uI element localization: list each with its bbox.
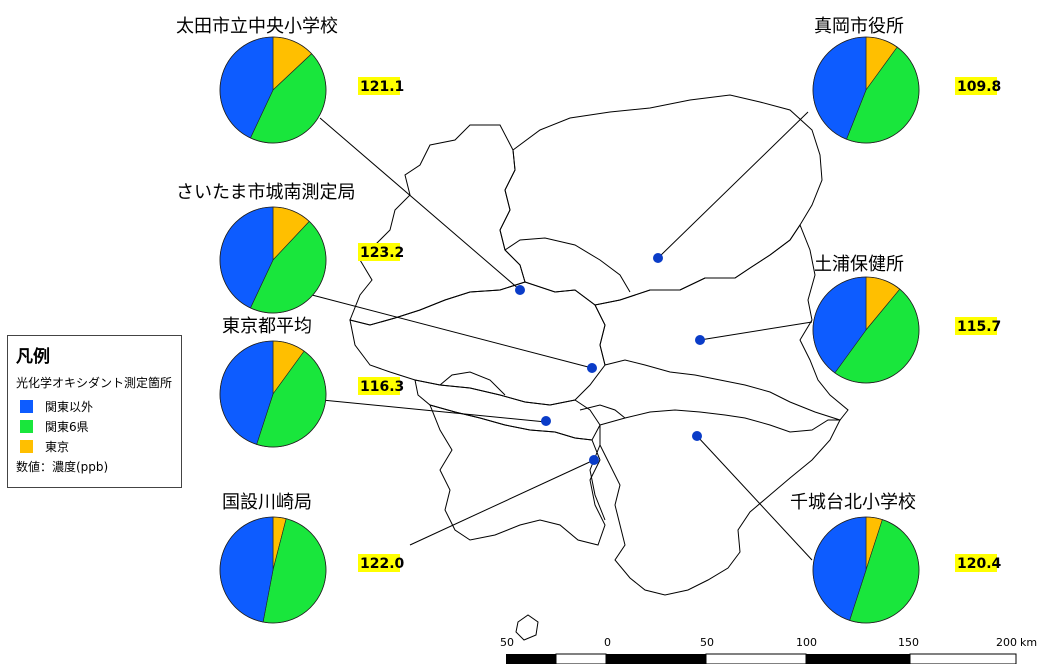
- station-dot-saitama: [587, 363, 597, 373]
- station-dot-moka: [653, 253, 663, 263]
- value-kawasaki: 122.0: [360, 556, 405, 572]
- value-bg-kawasaki: [358, 554, 400, 572]
- scale-label-1: 0: [604, 636, 611, 649]
- title-tokyo: 東京都平均: [222, 316, 312, 337]
- pie-outline-saitama: [219, 206, 327, 314]
- value-bg-ota: [358, 77, 400, 95]
- legend-item-six: 関東6県: [16, 416, 173, 436]
- legend-swatch-outside: [20, 399, 33, 413]
- pie-outline-kawasaki: [219, 516, 327, 624]
- leader-tsuchiura: [699, 321, 813, 341]
- boundary-inner-2: [579, 404, 626, 419]
- leader-lines: [311, 111, 813, 561]
- value-bg-moka: [955, 77, 997, 95]
- station-dot-chishirodai: [692, 431, 702, 441]
- scale-seg-1: [506, 654, 556, 664]
- legend-swatch-six: [20, 419, 33, 433]
- legend-subtitle: 光化学オキシダント測定箇所: [16, 376, 173, 390]
- legend-swatch-tokyo: [20, 439, 33, 453]
- island-oshima: [515, 614, 539, 641]
- pie-outline-ota: [219, 36, 327, 144]
- scale-seg-4: [705, 653, 807, 664]
- pie-outline-chishirodai: [812, 516, 920, 624]
- value-saitama: 123.2: [360, 245, 404, 261]
- station-dot-tsuchiura: [695, 335, 705, 345]
- boundary-kanagawa: [429, 404, 606, 546]
- boundary-ibaraki: [594, 223, 849, 421]
- scale-label-3: 100: [796, 636, 817, 649]
- title-tsuchiura: 土浦保健所: [814, 254, 904, 275]
- value-tsuchiura: 115.7: [957, 319, 1001, 335]
- legend: 凡例 光化学オキシダント測定箇所 関東以外 関東6県 東京 数値：濃度(ppb): [7, 335, 182, 488]
- scale-seg-5: [806, 654, 910, 664]
- value-bg-tsuchiura: [955, 317, 997, 335]
- scale-seg-3: [606, 654, 706, 664]
- leader-tokyo: [321, 399, 547, 423]
- value-moka: 109.8: [957, 79, 1001, 95]
- title-moka: 真岡市役所: [814, 16, 904, 37]
- value-labels: 121.1 123.2 116.3 122.0 109.8 115.7 120.…: [358, 77, 1002, 572]
- legend-title: 凡例: [16, 347, 50, 367]
- boundary-chiba: [599, 409, 841, 596]
- scale-label-2: 50: [700, 636, 714, 649]
- scale-unit: km: [1020, 636, 1037, 649]
- station-dot-tokyo: [541, 416, 551, 426]
- legend-label-tokyo: 東京: [45, 439, 70, 454]
- value-ota: 121.1: [360, 79, 404, 95]
- scale-bar: 50 0 50 100 150 200 km: [500, 636, 1037, 664]
- legend-note: 数値：濃度(ppb): [16, 460, 109, 474]
- boundary-gunma-west: [349, 124, 526, 326]
- pie-charts: [219, 36, 920, 624]
- scale-seg-2: [555, 653, 607, 664]
- boundary-inner-3: [504, 237, 631, 293]
- legend-label-outside: 関東以外: [45, 399, 94, 414]
- scale-label-5: 200: [996, 636, 1017, 649]
- legend-item-outside: 関東以外: [16, 396, 173, 416]
- title-chishirodai: 千城台北小学校: [790, 492, 916, 513]
- legend-label-six: 関東6県: [45, 419, 89, 434]
- station-dot-ota: [515, 285, 525, 295]
- station-titles: 太田市立中央小学校 さいたま市城南測定局 東京都平均 国設川崎局 真岡市役所 土…: [176, 16, 916, 513]
- leader-kawasaki: [409, 459, 595, 546]
- pie-outline-tsuchiura: [812, 276, 920, 384]
- leader-chishirodai: [696, 435, 813, 561]
- station-dots: [515, 253, 705, 465]
- pie-outline-tokyo: [219, 340, 327, 448]
- leader-ota: [319, 117, 521, 291]
- value-bg-tokyo: [358, 377, 400, 395]
- title-saitama: さいたま市城南測定局: [176, 182, 355, 203]
- legend-item-tokyo: 東京: [16, 436, 173, 456]
- value-bg-chishirodai: [955, 554, 997, 572]
- value-chishirodai: 120.4: [957, 556, 1002, 572]
- scale-label-0: 50: [500, 636, 514, 649]
- value-bg-saitama: [358, 243, 400, 261]
- scale-seg-6: [909, 653, 1017, 664]
- boundary-tokyo: [414, 379, 601, 441]
- map-outline: [349, 94, 849, 641]
- boundary-inner-1: [439, 371, 506, 396]
- scale-label-4: 150: [898, 636, 919, 649]
- title-ota: 太田市立中央小学校: [176, 16, 338, 37]
- leader-saitama: [311, 294, 593, 369]
- title-kawasaki: 国設川崎局: [222, 492, 312, 513]
- value-tokyo: 116.3: [360, 379, 404, 395]
- leader-moka: [657, 111, 809, 259]
- station-dot-kawasaki: [589, 455, 599, 465]
- pie-outline-moka: [812, 36, 920, 144]
- boundary-tochigi-gunma: [499, 94, 823, 306]
- pie-slice-kawasaki-outside: [219, 516, 274, 623]
